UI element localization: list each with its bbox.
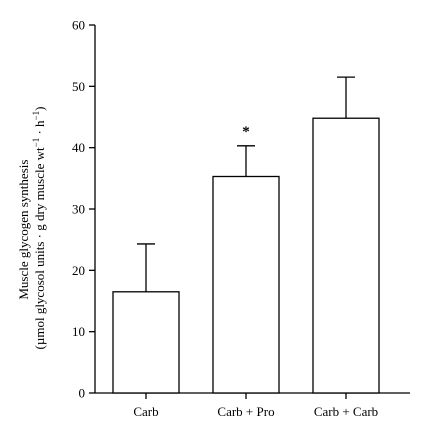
y-tick-label: 30 (72, 202, 85, 217)
bar (212, 175, 280, 394)
bars (112, 117, 380, 394)
y-tick-label: 10 (72, 324, 85, 339)
significance-marker: * (242, 124, 250, 140)
y-axis-label: Muscle glycogen synthesis (µmol glycosol… (16, 107, 47, 350)
error-bars (137, 76, 355, 292)
y-axis-label-line2: (µmol glycosol units · g dry muscle wt−1… (31, 107, 47, 350)
annotations: * (242, 124, 250, 140)
y-axis: 0 10 20 30 40 50 60 (72, 18, 96, 401)
y-tick-label: 20 (72, 263, 85, 278)
bar (112, 291, 180, 394)
y-tick-label: 0 (79, 386, 86, 401)
y-tick-label: 40 (72, 140, 85, 155)
x-tick-label: Carb (133, 404, 158, 419)
y-tick-label: 60 (72, 18, 85, 33)
bar (312, 117, 380, 394)
x-tick-label: Carb + Pro (217, 404, 274, 419)
category-labels: Carb Carb + Pro Carb + Carb (133, 404, 378, 419)
x-tick-label: Carb + Carb (314, 404, 378, 419)
x-axis (95, 392, 410, 399)
y-tick-label: 50 (72, 79, 85, 94)
y-axis-label-line1: Muscle glycogen synthesis (16, 160, 31, 300)
